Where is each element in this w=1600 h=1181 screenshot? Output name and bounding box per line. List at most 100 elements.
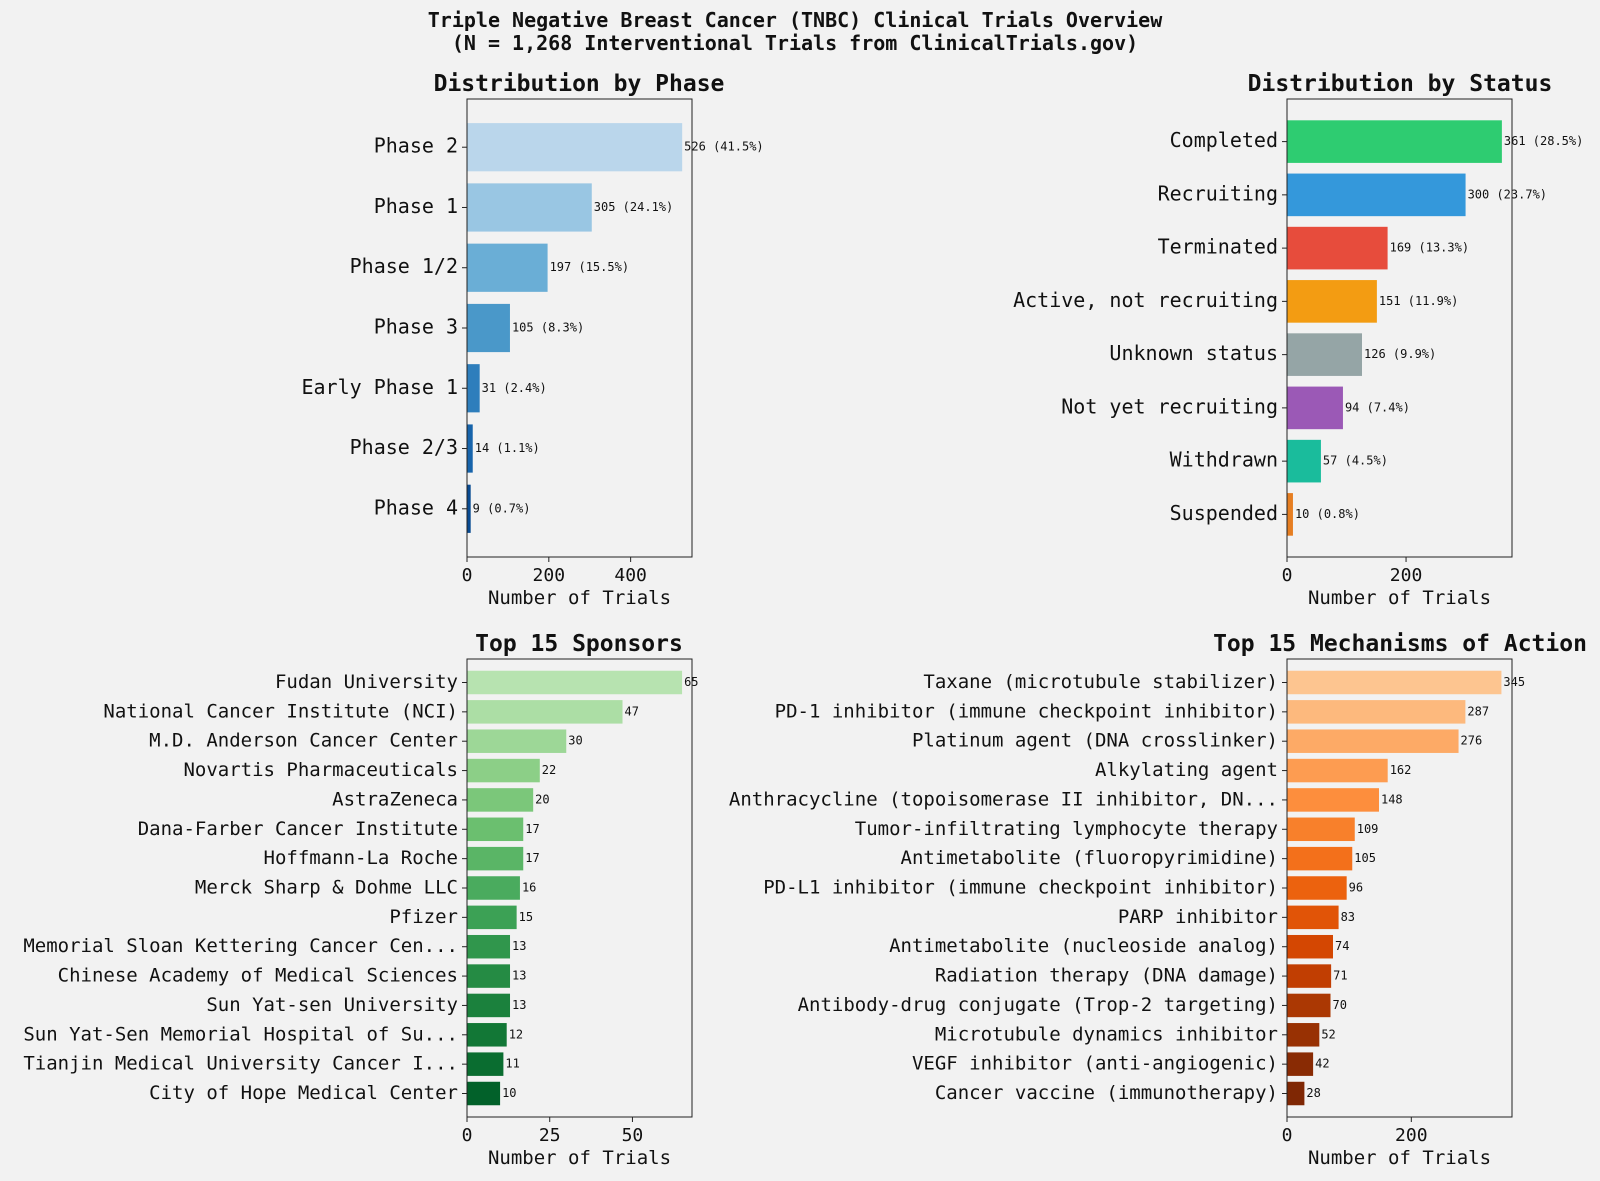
phase-bar xyxy=(467,364,480,413)
status-category-label: Active, not recruiting xyxy=(1013,288,1278,312)
sponsors-category-label: Sun Yat-sen University xyxy=(206,994,458,1016)
phase-data-label: 31 (2.4%) xyxy=(482,381,547,395)
phase-category-label: Phase 4 xyxy=(374,495,458,519)
mechanisms-bar xyxy=(1287,670,1502,695)
sponsors-bar xyxy=(467,993,511,1018)
phase-bar xyxy=(467,424,473,473)
mechanisms-bar xyxy=(1287,964,1332,988)
mechanisms-category-label: Antibody-drug conjugate (Trop-2 targetin… xyxy=(798,994,1278,1016)
mechanisms-bar xyxy=(1287,1052,1314,1076)
mechanisms-data-label: 52 xyxy=(1321,1027,1335,1041)
sponsors-data-label: 30 xyxy=(568,734,582,748)
status-category-label: Completed xyxy=(1170,128,1278,152)
phase-bar xyxy=(467,183,592,232)
status-data-label: 10 (0.8%) xyxy=(1295,507,1360,521)
mechanisms-data-label: 42 xyxy=(1315,1057,1329,1071)
sponsors-x-tick-label: 50 xyxy=(622,1125,644,1146)
sponsors-data-label: 47 xyxy=(625,704,639,718)
sponsors-x-tick-label: 0 xyxy=(462,1125,473,1146)
mechanisms-category-label: Radiation therapy (DNA damage) xyxy=(935,965,1278,987)
phase-x-tick-label: 200 xyxy=(533,565,566,586)
figure-title-line1: Triple Negative Breast Cancer (TNBC) Cli… xyxy=(428,8,1163,32)
status-category-label: Not yet recruiting xyxy=(1061,394,1278,418)
mechanisms-data-label: 276 xyxy=(1461,734,1483,748)
sponsors-category-label: Chinese Academy of Medical Sciences xyxy=(58,965,458,987)
phase-data-label: 9 (0.7%) xyxy=(473,501,531,515)
phase-category-label: Early Phase 1 xyxy=(301,375,458,399)
status-data-label: 126 (9.9%) xyxy=(1364,347,1436,361)
mechanisms-x-axis-label: Number of Trials xyxy=(1308,1147,1491,1169)
phase-data-label: 14 (1.1%) xyxy=(475,441,540,455)
status-category-label: Terminated xyxy=(1158,235,1278,259)
mechanisms-data-label: 83 xyxy=(1341,910,1355,924)
status-data-label: 57 (4.5%) xyxy=(1323,454,1388,468)
mechanisms-bar xyxy=(1287,788,1379,812)
sponsors-category-label: Memorial Sloan Kettering Cancer Cen... xyxy=(23,935,458,957)
mechanisms-category-label: Antimetabolite (fluoropyrimidine) xyxy=(901,847,1279,869)
mechanisms-category-label: Platinum agent (DNA crosslinker) xyxy=(912,730,1278,752)
status-bar xyxy=(1287,333,1362,376)
phase-data-label: 305 (24.1%) xyxy=(594,200,673,214)
sponsors-data-label: 17 xyxy=(525,822,539,836)
mechanisms-bar xyxy=(1287,1081,1305,1106)
mechanisms-data-label: 345 xyxy=(1503,675,1525,689)
sponsors-x-axis-label: Number of Trials xyxy=(488,1147,671,1169)
phase-data-label: 526 (41.5%) xyxy=(684,140,763,154)
mechanisms-bar xyxy=(1287,1023,1320,1047)
mechanisms-category-label: PD-1 inhibitor (immune checkpoint inhibi… xyxy=(775,700,1278,722)
sponsors-bar xyxy=(467,934,511,959)
phase-bar xyxy=(467,123,683,172)
phase-category-label: Phase 2 xyxy=(374,134,458,158)
mechanisms-category-label: Cancer vaccine (immunotherapy) xyxy=(935,1082,1278,1104)
phase-category-label: Phase 2/3 xyxy=(350,435,458,459)
sponsors-data-label: 65 xyxy=(684,675,698,689)
status-bar xyxy=(1287,386,1343,430)
mechanisms-data-label: 28 xyxy=(1306,1086,1320,1100)
status-category-label: Recruiting xyxy=(1158,181,1278,205)
sponsors-x-tick-label: 25 xyxy=(539,1125,561,1146)
sponsors-data-label: 20 xyxy=(535,792,549,806)
phase-category-label: Phase 3 xyxy=(374,315,458,339)
status-data-label: 94 (7.4%) xyxy=(1345,400,1410,414)
phase-x-axis-label: Number of Trials xyxy=(488,587,671,609)
mechanisms-data-label: 148 xyxy=(1381,792,1403,806)
status-title: Distribution by Status xyxy=(1248,71,1553,97)
mechanisms-data-label: 105 xyxy=(1354,851,1376,865)
mechanisms-data-label: 162 xyxy=(1390,763,1412,777)
sponsors-bar xyxy=(467,670,683,695)
mechanisms-data-label: 287 xyxy=(1467,704,1489,718)
sponsors-data-label: 11 xyxy=(505,1057,519,1071)
figure-title-line2: (N = 1,268 Interventional Trials from Cl… xyxy=(452,31,1138,55)
mechanisms-category-label: Microtubule dynamics inhibitor xyxy=(935,1023,1278,1045)
mechanisms-category-label: Alkylating agent xyxy=(1095,759,1278,781)
mechanisms-data-label: 74 xyxy=(1335,939,1349,953)
phase-category-label: Phase 1 xyxy=(374,194,458,218)
status-category-label: Withdrawn xyxy=(1170,448,1278,472)
mechanisms-category-label: Taxane (microtubule stabilizer) xyxy=(923,671,1278,693)
mechanisms-category-label: Tumor-infiltrating lymphocyte therapy xyxy=(855,818,1278,840)
sponsors-bar xyxy=(467,758,540,783)
status-bar xyxy=(1287,439,1321,483)
sponsors-category-label: Merck Sharp & Dohme LLC xyxy=(195,877,458,899)
sponsors-bar xyxy=(467,964,511,988)
sponsors-title: Top 15 Sponsors xyxy=(475,631,683,657)
mechanisms-bar xyxy=(1287,846,1353,871)
sponsors-bar xyxy=(467,1023,507,1047)
mechanisms-chart: Top 15 Mechanisms of Action Taxane (micro… xyxy=(729,631,1587,1169)
sponsors-bar xyxy=(467,846,524,871)
mechanisms-bar xyxy=(1287,993,1331,1018)
status-bar xyxy=(1287,120,1502,163)
status-bar xyxy=(1287,226,1388,270)
status-bar xyxy=(1287,173,1466,217)
phase-data-label: 197 (15.5%) xyxy=(550,260,629,274)
mechanisms-bar xyxy=(1287,876,1347,900)
mechanisms-bar xyxy=(1287,729,1459,753)
sponsors-category-label: Fudan University xyxy=(275,671,458,693)
sponsors-chart: Top 15 Sponsors Fudan University 65 Nationa… xyxy=(23,631,698,1169)
sponsors-category-label: Tianjin Medical University Cancer I... xyxy=(23,1053,458,1075)
mechanisms-category-label: Anthracycline (topoisomerase II inhibito… xyxy=(729,788,1278,810)
status-data-label: 169 (13.3%) xyxy=(1390,241,1469,255)
status-bar xyxy=(1287,280,1377,323)
phase-category-label: Phase 1/2 xyxy=(350,254,458,278)
sponsors-bar xyxy=(467,1081,501,1106)
